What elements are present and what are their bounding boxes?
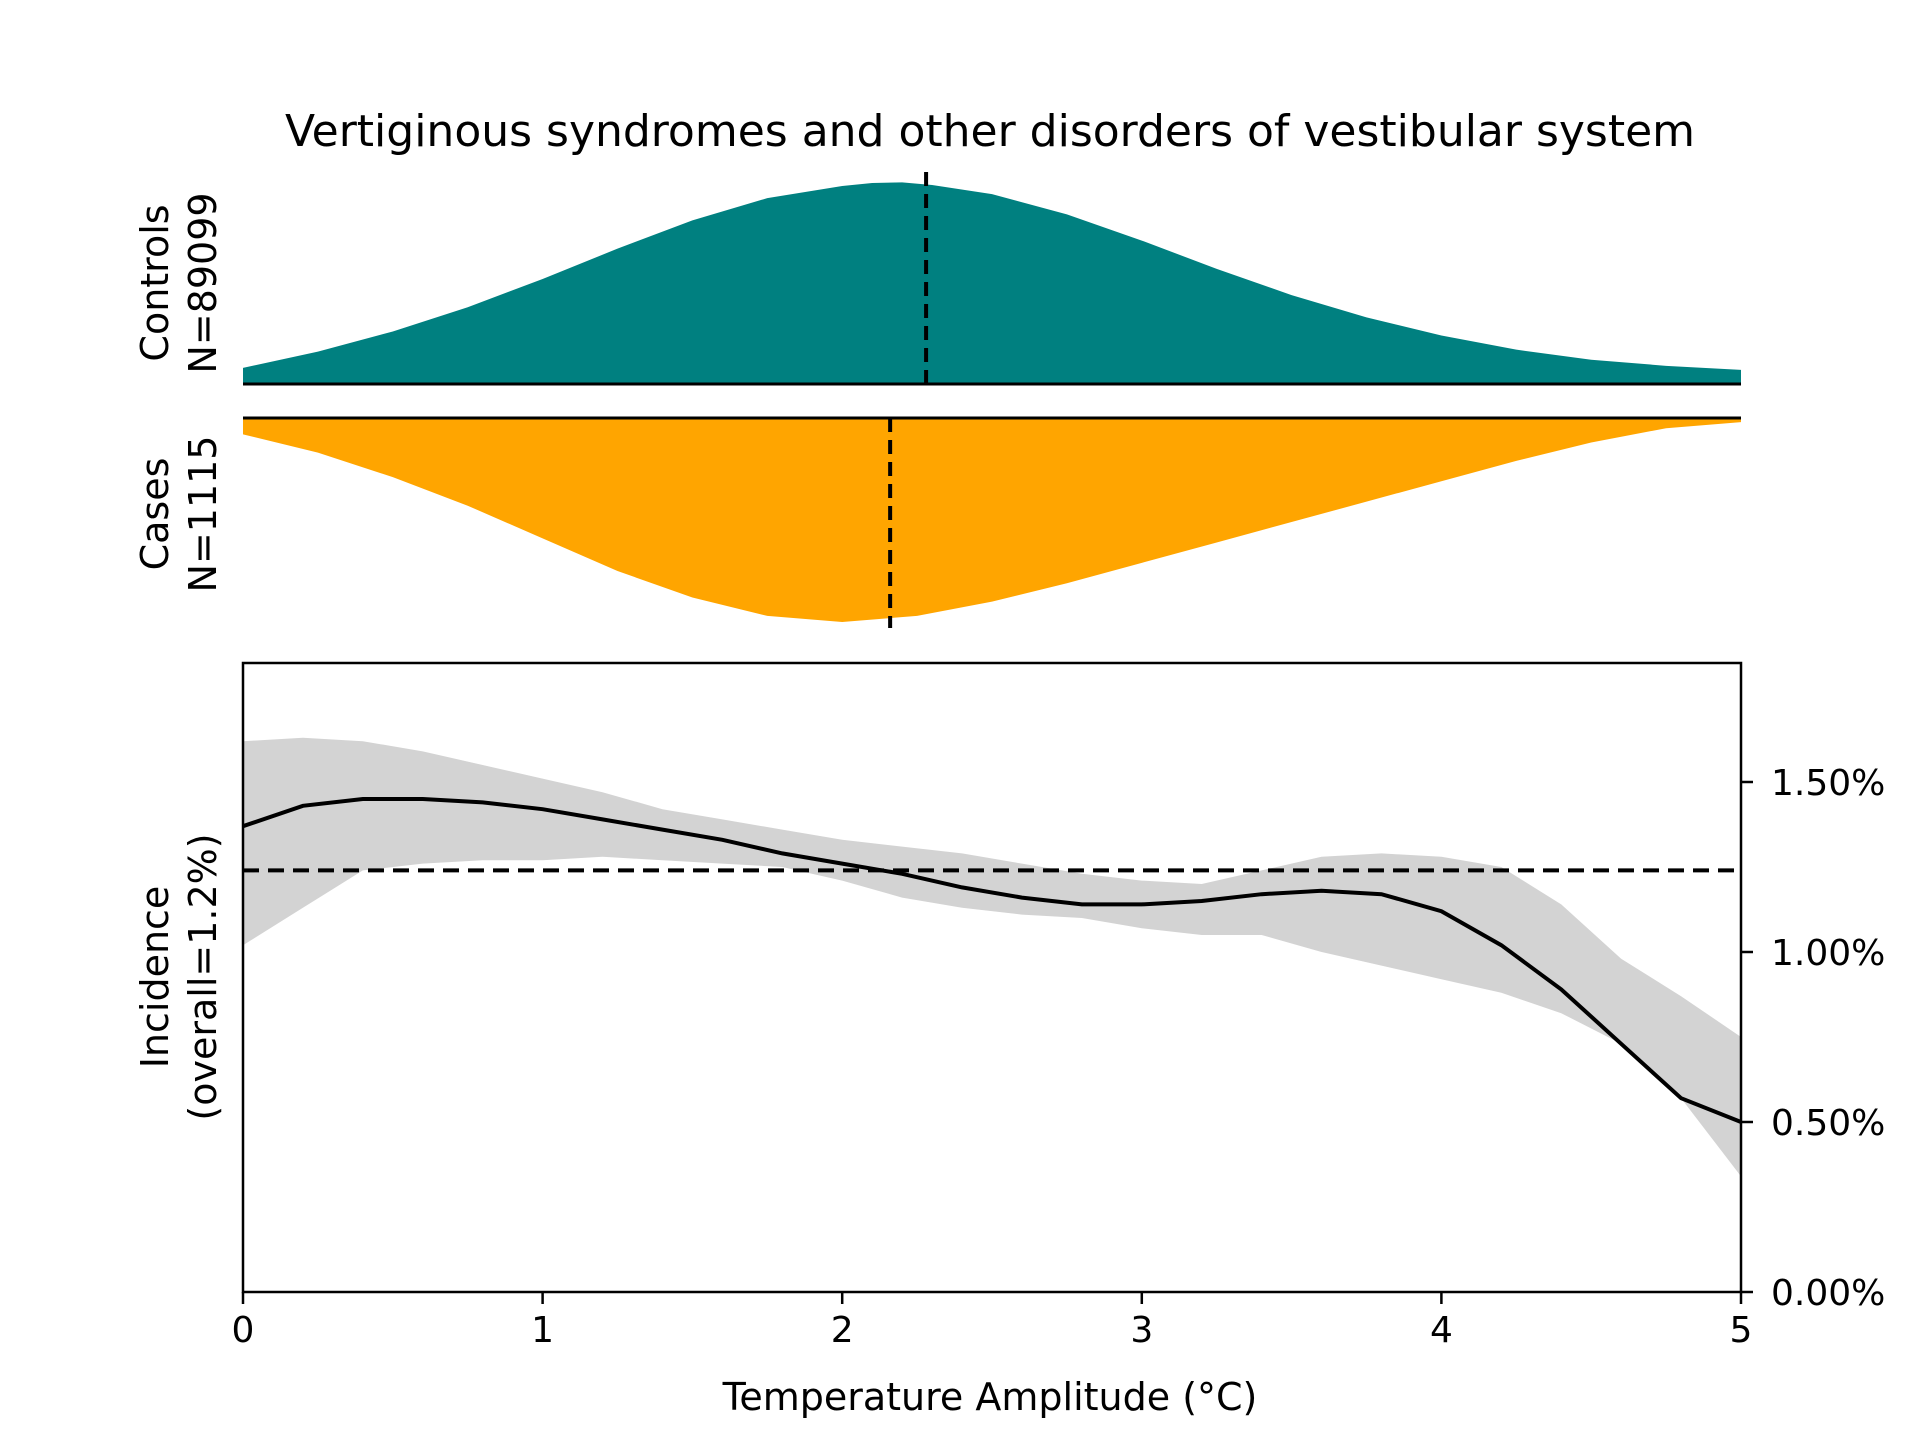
controls-panel: Controls N=89099	[133, 172, 1741, 386]
chart-title: Vertiginous syndromes and other disorder…	[285, 106, 1695, 157]
cases-density-area	[243, 418, 1741, 622]
x-axis-label: Temperature Amplitude (°C)	[722, 1375, 1258, 1419]
incidence-confidence-band	[243, 737, 1741, 1177]
x-tick-label: 1	[531, 1310, 554, 1351]
y-axis-label-line1: Incidence	[133, 886, 177, 1069]
y-axis-ticks: 0.00% 0.50% 1.00% 1.50%	[1741, 763, 1885, 1314]
controls-n-label: N=89099	[181, 192, 225, 373]
y-tick-label: 0.00%	[1771, 1273, 1885, 1314]
x-tick-label: 5	[1730, 1310, 1753, 1351]
y-tick-label: 1.50%	[1771, 763, 1885, 804]
x-tick-label: 3	[1130, 1310, 1153, 1351]
cases-label: Cases	[133, 458, 177, 571]
controls-label: Controls	[133, 204, 177, 361]
y-axis-label-line2: (overall=1.2%)	[181, 833, 225, 1120]
cases-panel: Cases N=1115	[133, 416, 1741, 628]
x-tick-label: 2	[831, 1310, 854, 1351]
x-tick-label: 0	[232, 1310, 255, 1351]
x-tick-label: 4	[1430, 1310, 1453, 1351]
incidence-mean-line	[242, 797, 1742, 1124]
x-axis-ticks: 0 1 2 3 4 5	[232, 1292, 1753, 1351]
cases-n-label: N=1115	[181, 436, 225, 593]
incidence-axes-frame	[241, 661, 1743, 1294]
incidence-panel: 0 1 2 3 4 5 0.00% 0.50% 1.00% 1.50% Incidence (o…	[133, 661, 1885, 1419]
controls-density-area	[243, 182, 1741, 384]
y-tick-label: 1.00%	[1771, 933, 1885, 974]
y-tick-label: 0.50%	[1771, 1103, 1885, 1144]
